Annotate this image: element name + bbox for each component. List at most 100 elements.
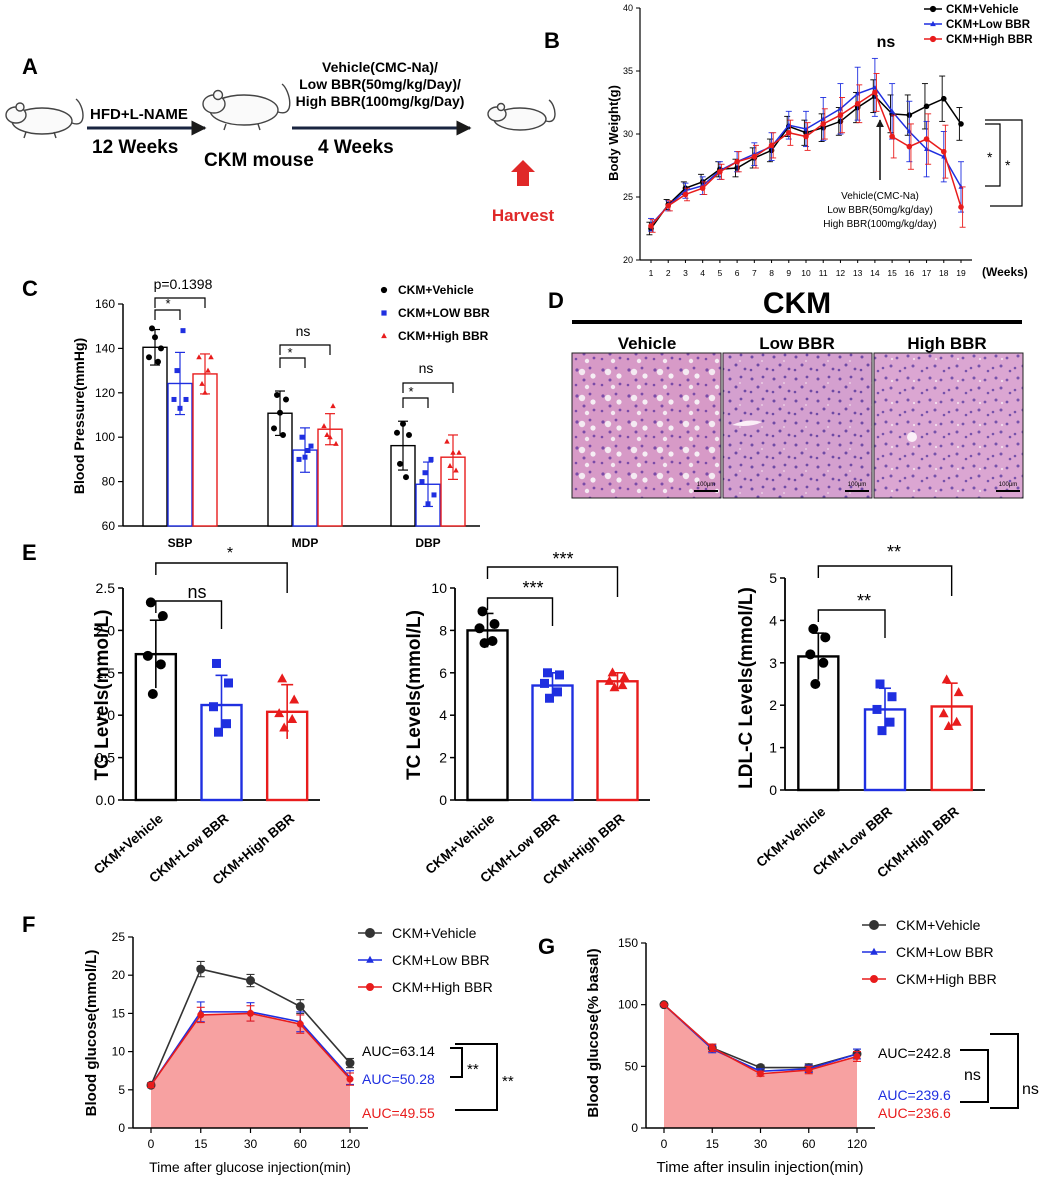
- e2-point: [555, 670, 564, 680]
- b-x-tick-label: 15: [887, 268, 897, 278]
- f-point: [246, 976, 255, 986]
- c-point: [155, 358, 161, 365]
- b-x-tick-label: 13: [853, 268, 863, 278]
- e3-point: [885, 717, 895, 727]
- e3-point: [805, 649, 816, 660]
- b-sig-bracket-1: [985, 123, 1001, 187]
- e2-high: ***: [552, 549, 573, 569]
- e3-point: [877, 726, 887, 736]
- c-legend: CKM+Vehicle CKM+LOW BBR CKM+High BBR: [380, 283, 490, 343]
- c-bracket-sbp-p: [154, 297, 206, 308]
- g-legend-marker: [870, 975, 878, 983]
- b-x-tick-label: 9: [786, 268, 791, 278]
- b-x-tick-label: 12: [836, 268, 846, 278]
- b-x-tick-label: 5: [718, 268, 723, 278]
- f-legend-marker: [366, 955, 374, 963]
- f-y-tick-label: 25: [112, 930, 126, 944]
- b-point: [923, 136, 930, 142]
- e1-point: [145, 597, 156, 608]
- b-point: [665, 203, 672, 209]
- c-point: [444, 438, 450, 444]
- b-point: [803, 133, 809, 140]
- c-y-tick-label: 160: [95, 297, 115, 311]
- e3-point: [953, 687, 964, 697]
- e2-point: [543, 668, 552, 678]
- c-bracket-sbp-star: [154, 309, 181, 320]
- b-point: [751, 153, 758, 160]
- c-bracket-dbp-ns: [402, 382, 454, 393]
- c-point: [174, 368, 180, 374]
- c-bar: [192, 373, 218, 527]
- c-point: [397, 460, 403, 467]
- c-legend-marker: [380, 286, 388, 294]
- c-point: [305, 448, 311, 454]
- c-point: [208, 354, 214, 360]
- c-point: [152, 334, 158, 341]
- c-point: [428, 456, 434, 462]
- e3-y-tick-label: 5: [769, 570, 777, 586]
- e3-point: [875, 679, 885, 689]
- b-arrow-line1: Vehicle(CMC-Na): [841, 191, 919, 202]
- mouse-icon-2: [202, 83, 291, 131]
- e3-y-tick-label: 1: [769, 740, 777, 756]
- c-mdp-ns: ns: [296, 323, 311, 339]
- c-point: [158, 345, 164, 352]
- g-legend: CKM+Vehicle CKM+Low BBR CKM+High BBR: [862, 917, 997, 987]
- c-x-tick-label: DBP: [415, 536, 440, 550]
- b-y-tick-label: 20: [623, 255, 633, 265]
- b-point: [837, 112, 844, 118]
- b-point: [682, 191, 689, 198]
- b-point: [889, 133, 895, 140]
- f-point: [196, 964, 206, 974]
- b-point: [958, 121, 964, 127]
- c-point: [274, 392, 280, 399]
- step2-bottom-label: 4 Weeks: [318, 137, 394, 158]
- c-mdp-star: *: [287, 345, 292, 360]
- g-point: [757, 1070, 764, 1078]
- f-legend-label: CKM+Vehicle: [392, 925, 477, 941]
- e2-point: [474, 623, 485, 634]
- c-y-tick-label: 120: [95, 386, 115, 400]
- c-point: [283, 396, 289, 403]
- b-point: [717, 169, 723, 175]
- e1-y-tick-label: 2.0: [96, 622, 116, 638]
- e3-high: **: [887, 542, 901, 562]
- e2-low: ***: [522, 578, 543, 598]
- e2-y-tick-label: 10: [431, 580, 447, 596]
- f-point: [147, 1081, 155, 1089]
- d-scale-text-1: 100μm: [697, 482, 715, 488]
- e2-point: [619, 671, 630, 681]
- c-point: [419, 479, 425, 485]
- f-point: [295, 1002, 305, 1012]
- harvest-arrow-icon: [511, 160, 535, 186]
- g-sig-2: ns: [1022, 1081, 1039, 1098]
- b-point: [820, 121, 827, 127]
- f-legend-label: CKM+Low BBR: [392, 952, 490, 968]
- e3-point: [887, 692, 897, 702]
- panel-label-a: A: [22, 54, 38, 79]
- g-y-label: Blood glucose(% basal): [585, 948, 602, 1117]
- b-x-tick-label: 6: [735, 268, 740, 278]
- c-y-tick-label: 60: [102, 519, 116, 533]
- e2-bar: [596, 680, 639, 802]
- d-image-vehicle: [571, 352, 722, 499]
- g-x-tick-label: 60: [802, 1137, 816, 1151]
- e1-point: [277, 673, 288, 683]
- g-y-tick-label: 100: [618, 998, 638, 1012]
- e1-star: *: [227, 545, 233, 562]
- step2-line1: Vehicle(CMC-Na)/: [322, 59, 438, 75]
- panel-e2-tc-chart: TC Levels(mmol/L) 0246810CKM+VehicleCKM+…: [404, 566, 650, 888]
- b-arrow-line3: High BBR(100mg/kg/day): [823, 219, 936, 230]
- step2-line3: High BBR(100mg/kg/Day): [296, 93, 465, 109]
- e-significance: * ns *** *** ** **: [187, 542, 901, 611]
- c-sbp-star: *: [165, 296, 170, 311]
- e3-low: **: [857, 591, 871, 611]
- panel-b-body-weight-chart: B Body Weight(g) (Weeks) ns Vehicle(CMC-…: [544, 3, 1033, 279]
- b-point: [940, 148, 947, 155]
- panel-f-gtt-chart: F Blood glucose(mmol/L) Time after gluco…: [22, 912, 514, 1175]
- e3-point: [872, 704, 882, 714]
- b-x-tick-label: 7: [752, 268, 757, 278]
- b-legend-label: CKM+High BBR: [946, 34, 1033, 46]
- c-point: [450, 449, 456, 455]
